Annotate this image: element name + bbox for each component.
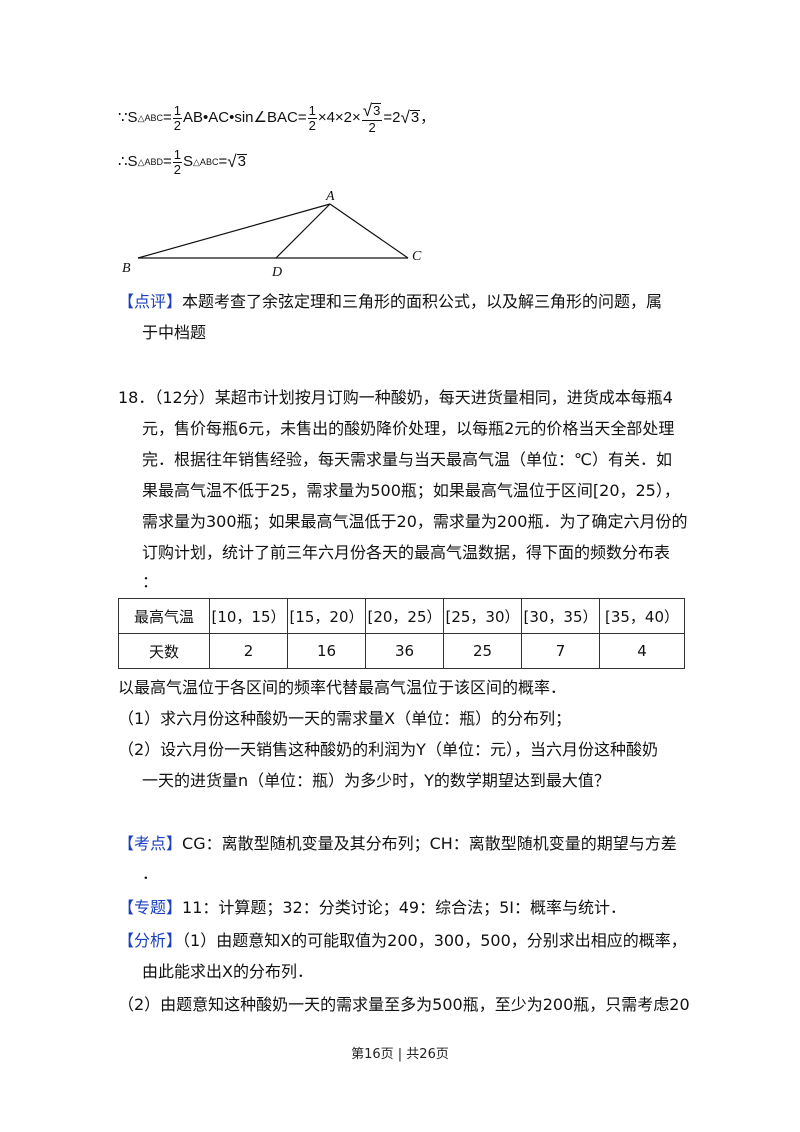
formula-prefix: ∴S bbox=[118, 153, 138, 170]
sqrt-symbol: √ 3 bbox=[227, 152, 247, 171]
question-2-line-2: 一天的进货量n（单位：瓶）为多少时，Y的数学期望达到最大值？ bbox=[142, 771, 610, 790]
formula-text: ， bbox=[420, 109, 436, 126]
formula-text: AB•AC•sin∠BAC= bbox=[183, 109, 307, 126]
zhuanti-line: 【专题】11：计算题；32：分类讨论；49：综合法；5I：概率与统计． bbox=[118, 898, 626, 918]
sqrt-symbol: √ 3 bbox=[400, 108, 421, 127]
subscript: △ABC bbox=[137, 113, 163, 123]
table-header-cell: 最高气温 bbox=[118, 598, 210, 634]
fraction-root3-over-2: √ 3 2 bbox=[361, 100, 383, 135]
page-footer: 第16页 | 共26页 bbox=[351, 1047, 449, 1062]
segment-ac bbox=[329, 203, 409, 259]
segment-ab bbox=[137, 203, 331, 259]
problem-line: 订购计划，统计了前三年六月份各天的最高气温数据，得下面的频数分布表 bbox=[142, 543, 671, 562]
label-b: B bbox=[122, 261, 131, 276]
formula-prefix: ∵S bbox=[118, 109, 138, 126]
comment-line-1: 【点评】本题考查了余弦定理和三角形的面积公式，以及解三角形的问题，属 bbox=[118, 292, 662, 312]
denominator: 2 bbox=[173, 161, 181, 177]
equals: = bbox=[163, 153, 172, 170]
days-cell: 7 bbox=[521, 633, 600, 669]
table-row: 最高气温 [10，15） [15，20） [20，25） [25，30） [30… bbox=[118, 598, 685, 634]
table-row: 天数 2 16 36 25 7 4 bbox=[118, 633, 685, 669]
numerator: 1 bbox=[172, 146, 182, 163]
days-cell: 4 bbox=[599, 633, 685, 669]
problem-line: 完．根据往年销售经验，每天需求量与当天最高气温（单位：℃）有关．如 bbox=[142, 450, 672, 469]
denominator: 2 bbox=[173, 117, 181, 133]
equals: = bbox=[218, 153, 228, 170]
kaodian-tag: 【考点】 bbox=[118, 834, 183, 853]
question-2-line-1: （2）设六月份一天销售这种酸奶的利润为Y（单位：元），当六月份这种酸奶 bbox=[118, 740, 658, 759]
problem-line: ： bbox=[142, 572, 159, 591]
subscript: △ABC bbox=[193, 157, 219, 167]
kaodian-line-1: 【考点】CG：离散型随机变量及其分布列；CH：离散型随机变量的期望与方差 bbox=[118, 834, 677, 854]
fenxi-tag: 【分析】 bbox=[118, 931, 183, 950]
fenxi-text: （1）由题意知X的可能取值为200，300，500，分别求出相应的概率， bbox=[182, 931, 687, 950]
frequency-table: 最高气温 [10，15） [15，20） [20，25） [25，30） [30… bbox=[118, 598, 685, 669]
comment-text: 本题考查了余弦定理和三角形的面积公式，以及解三角形的问题，属 bbox=[182, 292, 663, 311]
days-cell: 16 bbox=[287, 633, 366, 669]
segment-ad bbox=[275, 203, 331, 259]
interval-cell: [20，25） bbox=[365, 598, 444, 634]
formula-text: S bbox=[183, 153, 194, 170]
label-d: D bbox=[271, 265, 282, 280]
kaodian-text: CG：离散型随机变量及其分布列；CH：离散型随机变量的期望与方差 bbox=[182, 834, 677, 853]
comment-line-2: 于中档题 bbox=[142, 323, 207, 342]
numerator: 1 bbox=[172, 102, 182, 119]
denominator: 2 bbox=[368, 119, 376, 135]
question-1: （1）求六月份这种酸奶一天的需求量X（单位：瓶）的分布列； bbox=[118, 709, 572, 728]
denominator: 2 bbox=[308, 117, 316, 133]
radicand: 3 bbox=[236, 153, 247, 170]
fenxi-line-2: 由此能求出X的分布列． bbox=[142, 962, 313, 981]
fenxi-line-1: 【分析】（1）由题意知X的可能取值为200，300，500，分别求出相应的概率， bbox=[118, 931, 687, 951]
fenxi-line-3: （2）由题意知这种酸奶一天的需求量至多为500瓶，至少为200瓶，只需考虑20 bbox=[118, 995, 690, 1014]
sqrt-symbol: √ 3 bbox=[362, 100, 382, 120]
days-cell: 36 bbox=[365, 633, 444, 669]
radicand: 3 bbox=[372, 102, 382, 118]
problem-line: 元，售价每瓶6元，未售出的酸奶降价处理，以每瓶2元的价格当天全部处理 bbox=[142, 419, 675, 438]
problem-line: 果最高气温不低于25，需求量为500瓶；如果最高气温位于区间[20，25）， bbox=[142, 481, 680, 500]
numerator: √ 3 bbox=[361, 100, 383, 121]
interval-cell: [25，30） bbox=[443, 598, 522, 634]
formula-text: ×4×2× bbox=[317, 109, 361, 126]
radicand: 3 bbox=[409, 109, 421, 126]
table-row-label: 天数 bbox=[118, 633, 210, 669]
problem-line: 需求量为300瓶；如果最高气温低于20，需求量为200瓶．为了确定六月份的 bbox=[142, 512, 688, 531]
interval-cell: [35，40） bbox=[599, 598, 685, 634]
interval-cell: [10，15） bbox=[209, 598, 288, 634]
triangle-diagram: A B C D bbox=[122, 189, 422, 280]
days-cell: 2 bbox=[209, 633, 288, 669]
label-a: A bbox=[325, 189, 335, 204]
interval-cell: [30，35） bbox=[521, 598, 600, 634]
problem-line: 18．（12分）某超市计划按月订购一种酸奶，每天进货量相同，进货成本每瓶4 bbox=[118, 388, 673, 407]
days-cell: 25 bbox=[443, 633, 522, 669]
subscript: △ABD bbox=[137, 157, 163, 167]
kaodian-line-2: ． bbox=[142, 864, 159, 883]
comment-tag: 【点评】 bbox=[118, 292, 183, 311]
interval-cell: [15，20） bbox=[287, 598, 366, 634]
zhuanti-tag: 【专题】 bbox=[118, 898, 183, 917]
zhuanti-text: 11：计算题；32：分类讨论；49：综合法；5I：概率与统计． bbox=[182, 898, 626, 917]
after-table-text: 以最高气温位于各区间的频率代替最高气温位于该区间的概率． bbox=[118, 678, 567, 697]
numerator: 1 bbox=[307, 102, 317, 119]
label-c: C bbox=[412, 249, 422, 264]
formula-text: =2 bbox=[383, 109, 401, 126]
equals: = bbox=[163, 109, 172, 126]
